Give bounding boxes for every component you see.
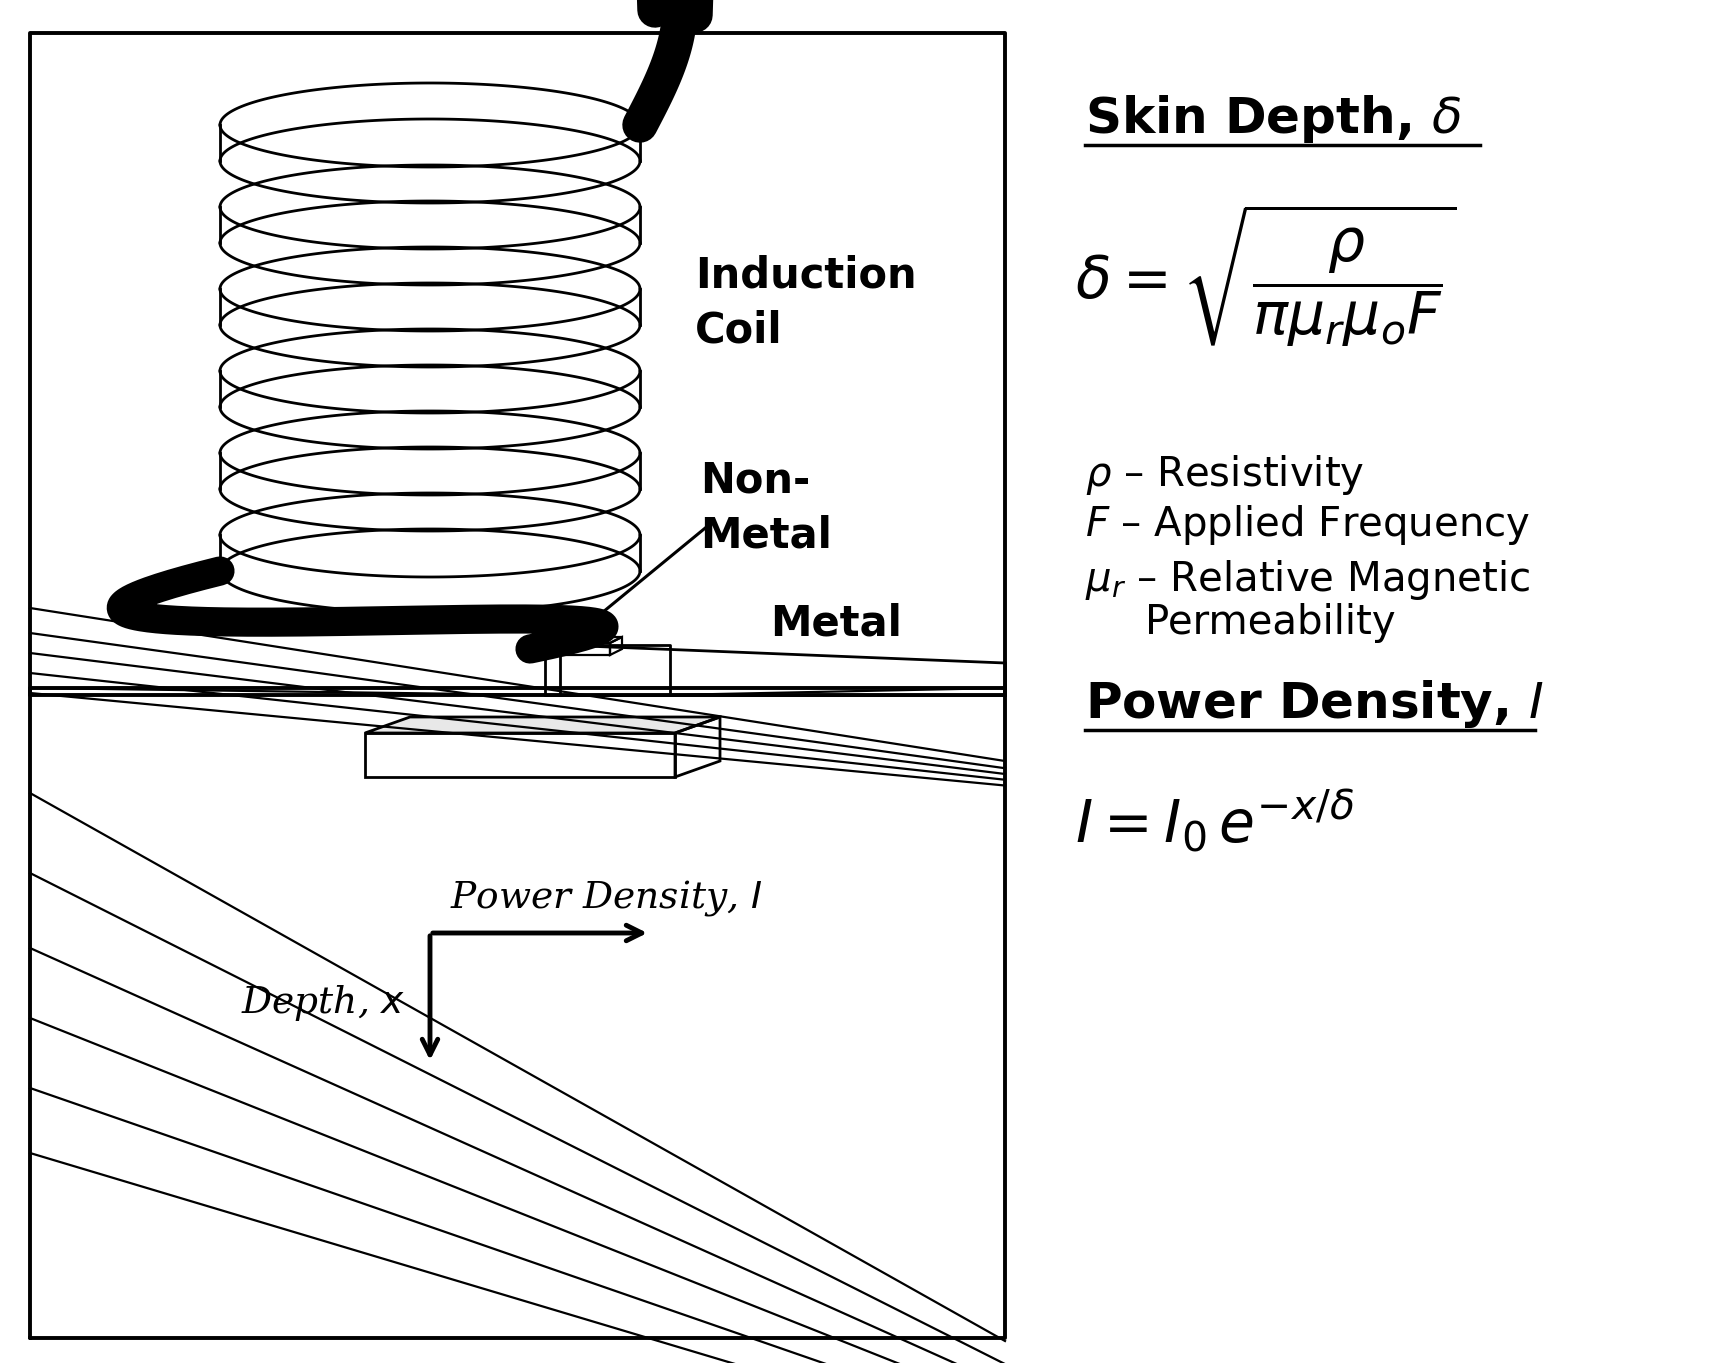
- Polygon shape: [531, 637, 622, 643]
- Text: Depth, $x$: Depth, $x$: [241, 983, 405, 1024]
- Text: Power Density, $I$: Power Density, $I$: [450, 878, 762, 919]
- Text: $\mu_r$ – Relative Magnetic: $\mu_r$ – Relative Magnetic: [1085, 557, 1530, 602]
- Text: Permeability: Permeability: [1146, 602, 1396, 643]
- Text: Metal: Metal: [770, 602, 901, 643]
- Text: $I = I_0\, e^{-x/\delta}$: $I = I_0\, e^{-x/\delta}$: [1075, 788, 1354, 855]
- Text: Induction
Coil: Induction Coil: [694, 255, 917, 352]
- Text: Non-
Metal: Non- Metal: [700, 459, 832, 556]
- Text: Power Density, $I$: Power Density, $I$: [1085, 677, 1544, 731]
- Text: $\rho$ – Resistivity: $\rho$ – Resistivity: [1085, 453, 1365, 497]
- Polygon shape: [365, 717, 720, 733]
- Text: $F$ – Applied Frequency: $F$ – Applied Frequency: [1085, 503, 1530, 547]
- Text: Skin Depth, $\delta$: Skin Depth, $\delta$: [1085, 93, 1461, 144]
- Text: $\delta = \sqrt{\dfrac{\rho}{\pi\mu_r\mu_o F}}$: $\delta = \sqrt{\dfrac{\rho}{\pi\mu_r\mu…: [1075, 203, 1456, 350]
